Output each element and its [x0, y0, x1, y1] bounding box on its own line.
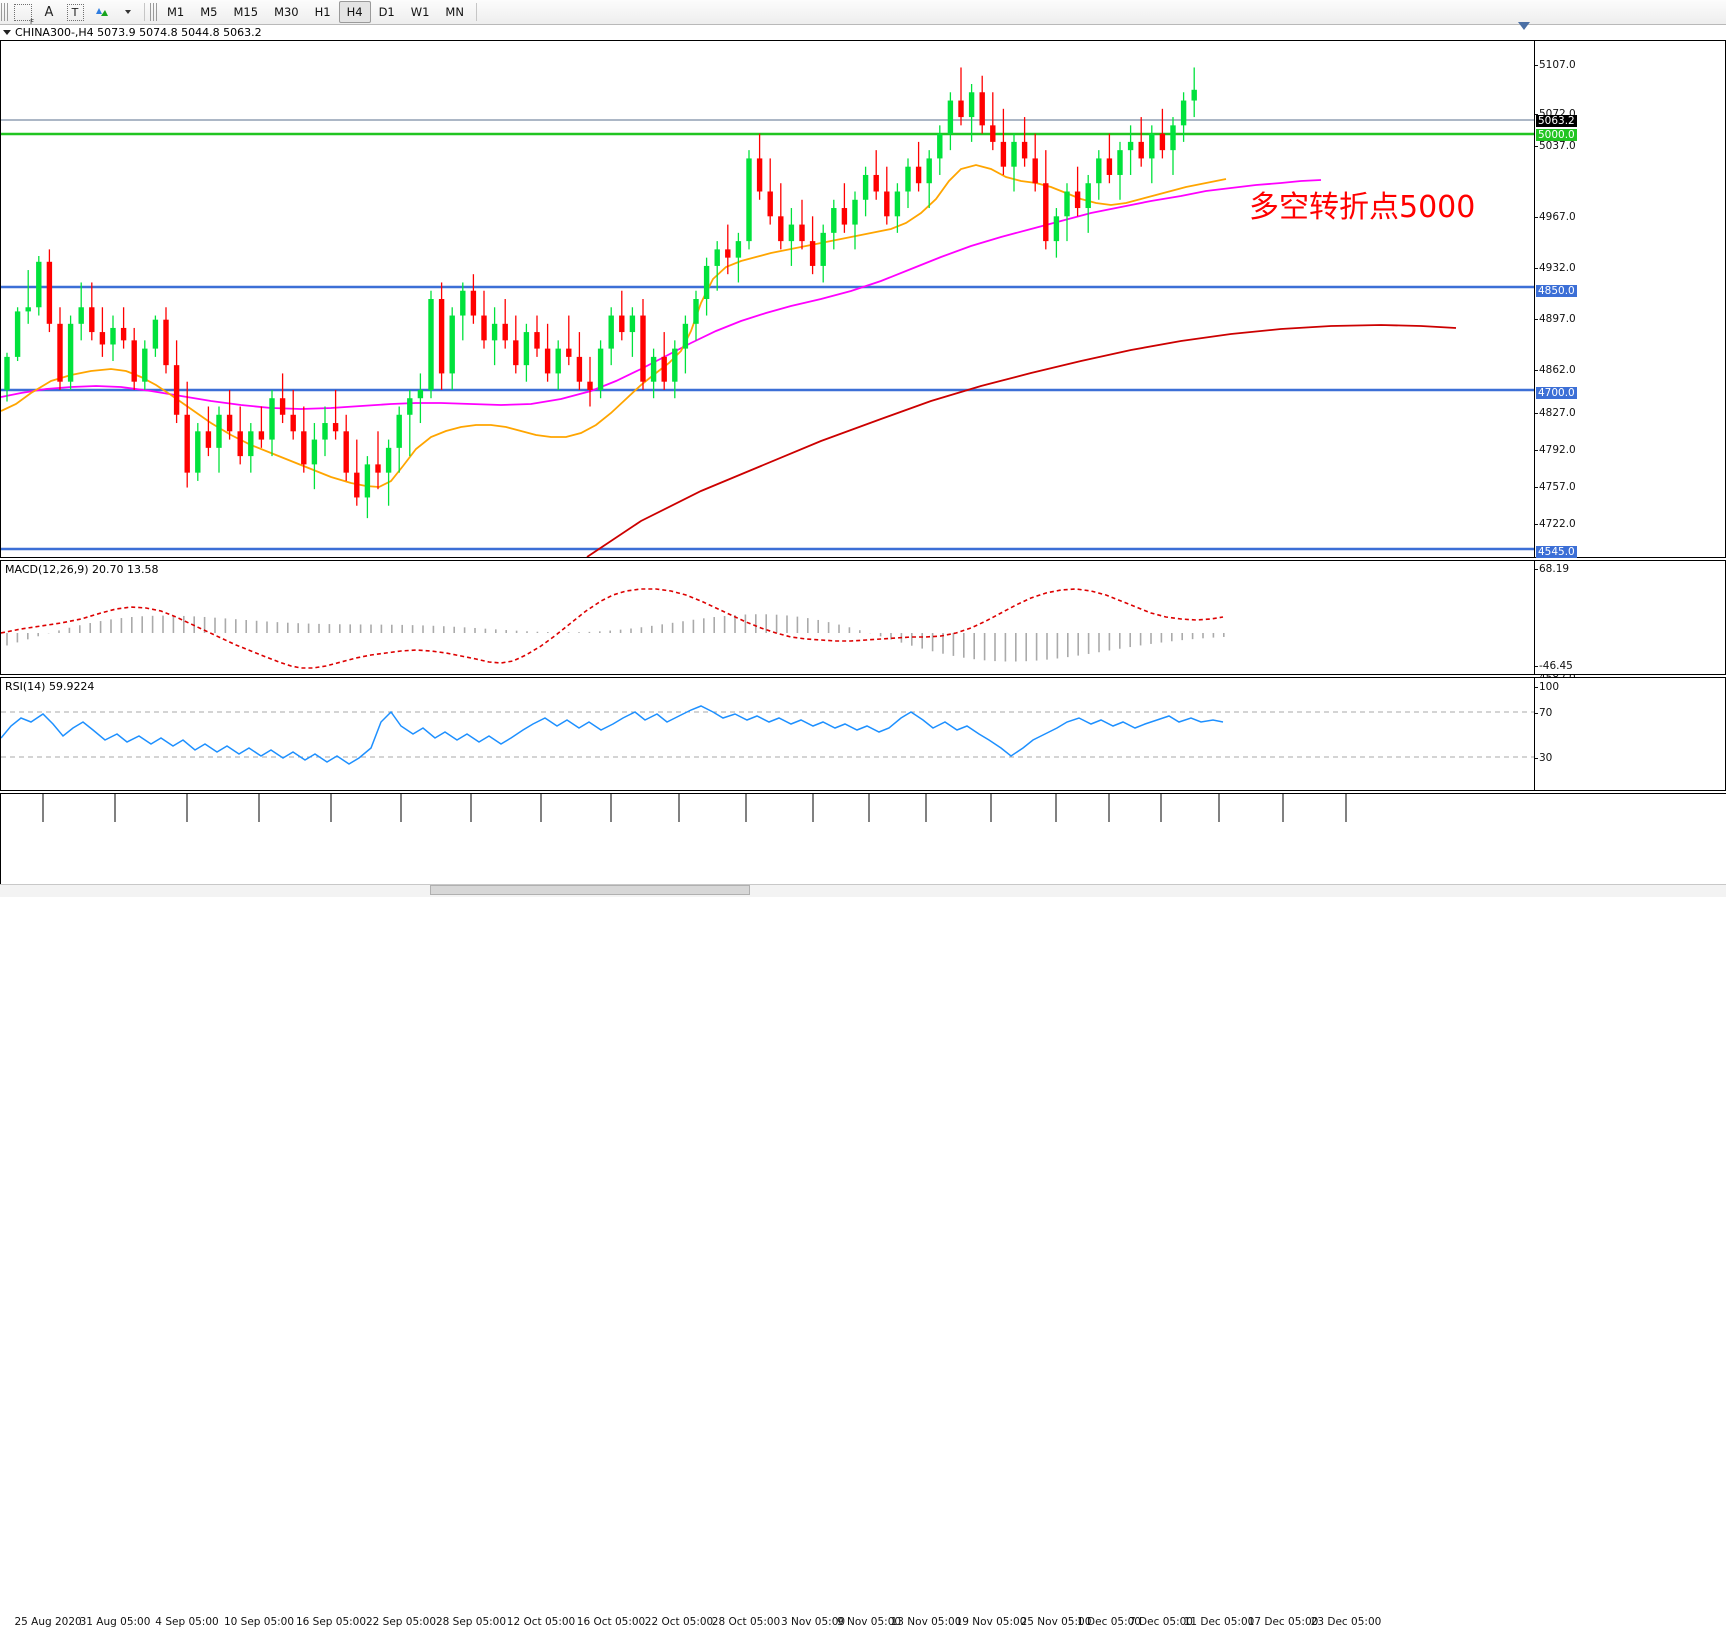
price-tick: 4897.0: [1535, 313, 1576, 325]
horizontal-scrollbar-thumb[interactable]: [430, 885, 750, 895]
macd-label: MACD(12,26,9) 20.70 13.58: [5, 563, 159, 576]
timeframe-grip[interactable]: [150, 3, 157, 21]
time-axis-label: 25 Aug 2020: [14, 1616, 82, 1628]
timeframe-mn[interactable]: MN: [445, 5, 464, 19]
current-price-tag: 5063.2: [1536, 115, 1577, 127]
macd-panel[interactable]: 68.19 -46.45: [0, 560, 1726, 675]
rsi-tick: 70: [1534, 707, 1553, 719]
objects-dropdown-button[interactable]: [115, 1, 139, 23]
price-tick: 4827.0: [1535, 407, 1576, 419]
time-axis-label: 31 Aug 05:00: [79, 1616, 151, 1628]
toolbar-separator-2: [475, 3, 477, 21]
timeframe-m5[interactable]: M5: [200, 5, 218, 19]
timeframe-m30[interactable]: M30: [274, 5, 299, 19]
time-axis-label: 19 Nov 05:00: [955, 1616, 1027, 1628]
time-axis-label: 28 Sep 05:00: [435, 1616, 507, 1628]
toolbar-separator: [144, 3, 145, 21]
macd-signal-path: [1, 588, 1224, 669]
chevron-down-icon: [125, 10, 131, 14]
time-axis-labels: 25 Aug 2020 31 Aug 05:00 4 Sep 05:00 10 Sep…: [1, 1616, 1535, 1636]
collapse-icon[interactable]: [3, 29, 11, 35]
rsi-label: RSI(14) 59.9224: [5, 680, 95, 693]
support-tag-4700: 4700.0: [1536, 387, 1577, 399]
trading-chart-window: A T M1 M5 M15 M30 H1 H4 D1 W1 MN CHINA30…: [0, 0, 1726, 896]
shapes-icon: [96, 8, 108, 16]
toolbar: A T M1 M5 M15 M30 H1 H4 D1 W1 MN: [0, 0, 1726, 26]
time-axis-label: 16 Oct 05:00: [576, 1616, 646, 1628]
rsi-tick: 30: [1534, 752, 1553, 764]
time-axis-label: 17 Dec 05:00: [1247, 1616, 1319, 1628]
time-axis-label: 4 Sep 05:00: [155, 1616, 219, 1628]
symbol-info-bar: CHINA300-,H4 5073.9 5074.8 5044.8 5063.2: [0, 25, 1726, 39]
crosshair-top-marker: [1518, 22, 1530, 30]
time-axis-label: 16 Sep 05:00: [295, 1616, 367, 1628]
macd-tick: 68.19: [1534, 563, 1570, 575]
macd-axis[interactable]: 68.19 -46.45: [1534, 561, 1725, 674]
crosshair-icon: [14, 3, 34, 26]
label-icon: T: [66, 3, 84, 21]
candlestick-series: [4, 67, 1197, 519]
price-axis[interactable]: 5107.0 5072.0 5037.0 4967.0 4932.0 4897.…: [1534, 41, 1725, 756]
time-axis-label: 13 Nov 05:00: [890, 1616, 962, 1628]
ma-mid-path: [1, 179, 1322, 410]
rsi-axis[interactable]: 100 70 30: [1534, 678, 1725, 790]
timeframe-d1[interactable]: D1: [378, 5, 395, 19]
ma-slow-path: [586, 324, 1457, 557]
timeframe-m15[interactable]: M15: [233, 5, 259, 19]
time-axis-label: 23 Dec 05:00: [1310, 1616, 1382, 1628]
macd-plot-svg: [1, 588, 1225, 669]
price-tick: 4722.0: [1535, 518, 1576, 530]
price-tick: 5037.0: [1535, 140, 1576, 152]
price-tick: 5107.0: [1535, 59, 1576, 71]
rsi-plot-area[interactable]: [1, 678, 1535, 790]
pivot-price-tag: 5000.0: [1536, 129, 1577, 141]
time-axis-label: 28 Oct 05:00: [711, 1616, 781, 1628]
support-tag-4545: 4545.0: [1536, 546, 1577, 558]
objects-tool-button[interactable]: [89, 1, 113, 23]
price-tick: 4932.0: [1535, 262, 1576, 274]
price-plot-area[interactable]: [1, 41, 1535, 557]
timeframe-h4[interactable]: H4: [338, 1, 371, 23]
price-tick: 4792.0: [1535, 444, 1576, 456]
crosshair-tool-button[interactable]: [11, 1, 35, 26]
time-axis-label: 3 Nov 05:00: [780, 1616, 846, 1628]
rsi-plot-svg: [1, 705, 1535, 765]
macd-tick: -46.45: [1535, 660, 1573, 672]
time-axis-label: 12 Oct 05:00: [506, 1616, 576, 1628]
time-axis-label: 11 Dec 05:00: [1183, 1616, 1255, 1628]
time-axis-label: 22 Oct 05:00: [644, 1616, 714, 1628]
price-tick: 4967.0: [1535, 211, 1576, 223]
price-tick: 4862.0: [1535, 364, 1576, 376]
chart-annotation-text: 多空转折点5000: [1249, 190, 1476, 225]
time-axis-ticks: [42, 794, 1347, 822]
macd-plot-area[interactable]: [1, 561, 1535, 674]
time-tick-marks: [42, 794, 1347, 822]
timeframe-m1[interactable]: M1: [167, 5, 185, 19]
price-tick: 4757.0: [1535, 481, 1576, 493]
time-axis-panel[interactable]: 25 Aug 2020 31 Aug 05:00 4 Sep 05:00 10 Sep…: [0, 793, 1726, 1628]
rsi-tick: 100: [1534, 681, 1560, 693]
toolbar-grip[interactable]: [1, 3, 8, 21]
symbol-ohlc-text: CHINA300-,H4 5073.9 5074.8 5044.8 5063.2: [15, 25, 262, 39]
support-tag-4850: 4850.0: [1536, 285, 1577, 297]
rsi-line-path: [1, 705, 1224, 765]
macd-histogram: [6, 614, 1225, 662]
rsi-panel[interactable]: 100 70 30: [0, 677, 1726, 791]
label-tool-button[interactable]: T: [63, 1, 87, 23]
timeframe-h1[interactable]: H1: [314, 5, 331, 19]
timeframe-w1[interactable]: W1: [410, 5, 430, 19]
time-axis-label: 22 Sep 05:00: [365, 1616, 437, 1628]
horizontal-scrollbar-track[interactable]: [0, 884, 1726, 897]
text-icon: A: [44, 4, 54, 20]
price-plot-svg: [1, 67, 1535, 557]
text-tool-button[interactable]: A: [37, 1, 61, 23]
price-chart-panel[interactable]: 5107.0 5072.0 5037.0 4967.0 4932.0 4897.…: [0, 40, 1726, 756]
time-axis-label: 10 Sep 05:00: [223, 1616, 295, 1628]
